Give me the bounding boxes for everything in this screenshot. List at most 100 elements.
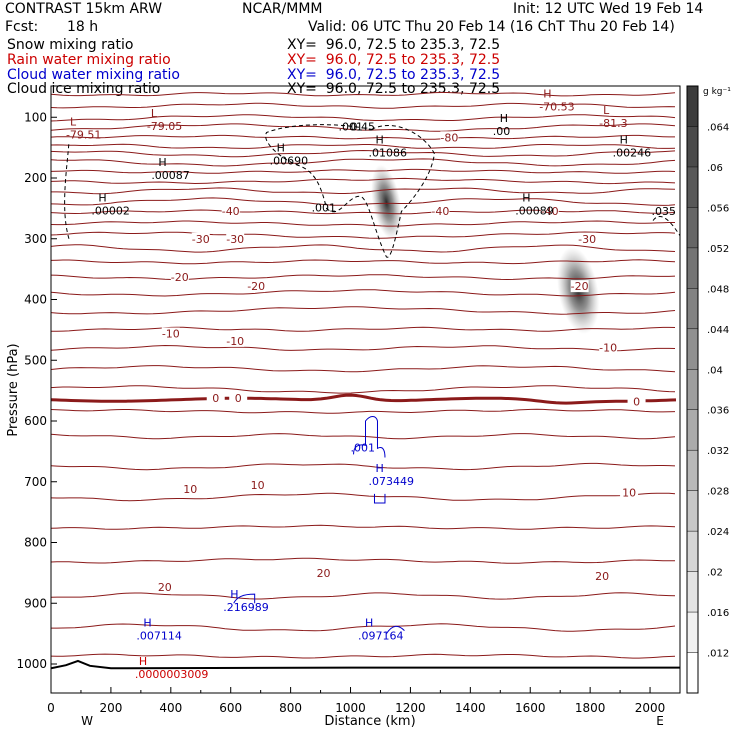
fcst-label: Fcst: <box>5 19 39 35</box>
colorbar-level-label: .028 <box>707 487 729 498</box>
plot-frame <box>50 85 681 694</box>
temperature-contour <box>51 365 676 373</box>
colorbar-level-label: .056 <box>707 203 729 214</box>
colorbar-level-label: .012 <box>707 649 729 660</box>
cloud-water-contour <box>373 493 386 504</box>
colorbar-level-label: .04 <box>707 365 723 376</box>
colorbar-level-label: .016 <box>707 608 729 619</box>
cloud-water-extremum-marker: H <box>375 462 383 475</box>
init-time: Init: 12 UTC Wed 19 Feb 14 <box>513 1 704 17</box>
x-tick-label: 400 <box>159 701 182 715</box>
cloud-water-contour <box>353 415 386 458</box>
cloud-ice-extremum-value: .035 <box>652 205 677 218</box>
temperature-contour <box>51 623 676 632</box>
temperature-contour <box>51 187 676 195</box>
colorbar-level-label: .048 <box>707 284 729 295</box>
temperature-label-bg <box>599 341 618 354</box>
temperature-label-bg <box>578 232 597 245</box>
temperature-label: 10 <box>183 483 197 496</box>
temperature-label: -30 <box>226 233 244 246</box>
temperature-contour <box>51 259 676 265</box>
cloud-water-contour <box>233 593 256 604</box>
cloud-ice-extremum-marker: H <box>277 142 285 155</box>
temperature-label: 0 <box>235 392 242 405</box>
center-name: NCAR/MMM <box>242 1 323 17</box>
temperature-contour <box>51 306 676 315</box>
temperature-label-bg <box>440 131 459 144</box>
temperature-contour <box>51 177 676 185</box>
temperature-label: 10 <box>251 479 265 492</box>
cloud-ice-extremum-value: .001 <box>339 121 364 134</box>
temperature-extremum-marker: L <box>603 104 610 117</box>
colorbar-swatch <box>687 450 698 491</box>
temperature-label: 20 <box>317 567 331 580</box>
temperature-extremum-value: -79.05 <box>147 120 182 133</box>
field-rain-xy: XY= 96.0, 72.5 to 235.3, 72.5 <box>287 52 501 68</box>
temperature-label: -30 <box>578 233 596 246</box>
temperature-contour <box>51 168 676 174</box>
cloud-water-extremum-marker: H <box>230 588 238 601</box>
colorbar-level-label: .052 <box>707 244 729 255</box>
colorbar-level-label: .064 <box>707 122 729 133</box>
temperature-extremum-marker: L <box>151 107 158 120</box>
fcst-value: 18 h <box>67 19 99 35</box>
temperature-contour <box>51 123 676 132</box>
temperature-label-bg <box>431 204 450 217</box>
x-tick-label: 200 <box>99 701 122 715</box>
temperature-label-bg <box>181 483 200 496</box>
cloud-ice-extremum-value: .00690 <box>270 155 309 168</box>
colorbar-level-label: .036 <box>707 406 729 417</box>
temperature-contour <box>51 197 676 206</box>
temperature-label: -20 <box>171 271 189 284</box>
rain-extremum-value: .0000003009 <box>135 668 208 681</box>
y-axis-label: Pressure (hPa) <box>6 343 21 436</box>
cloud-water-extremum-value: .001 <box>351 441 376 454</box>
cloud-ice-extremum-marker: H <box>158 156 166 169</box>
temperature-label-bg <box>247 280 266 293</box>
temperature-label: -10 <box>162 328 180 341</box>
temperature-contour <box>51 492 676 502</box>
temperature-contour <box>51 143 676 149</box>
cloud-ice-extremum-marker: H <box>98 191 106 204</box>
y-tick-label: 300 <box>24 232 47 246</box>
temperature-extremum-value: -70.53 <box>539 101 574 114</box>
temperature-contour <box>51 653 676 659</box>
rain-extremum-marker: H <box>139 655 147 668</box>
cloud-ice-extremum-value: .00 <box>493 125 511 138</box>
temperature-contour <box>51 149 676 158</box>
temperature-contour <box>51 274 676 281</box>
temperature-label: 20 <box>595 570 609 583</box>
field-snow-name: Snow mixing ratio <box>7 37 134 53</box>
temperature-label: 20 <box>158 581 172 594</box>
temperature-label-bg <box>593 569 612 582</box>
y-tick-label: 900 <box>24 596 47 610</box>
cloud-water-extremum-value: .097164 <box>358 630 404 643</box>
x-tick-label: 0 <box>47 701 55 715</box>
temperature-extremum-value: -81.3 <box>599 117 627 130</box>
temperature-label: -40 <box>222 205 240 218</box>
y-tick-label: 500 <box>24 353 47 367</box>
temperature-contour <box>51 524 676 530</box>
colorbar-unit: g kg⁻¹ <box>703 87 731 97</box>
y-tick-label: 600 <box>24 414 47 428</box>
cloud-ice-extremum-marker: H <box>500 112 508 125</box>
colorbar-swatch <box>687 86 698 127</box>
x-tick-label: 600 <box>219 701 242 715</box>
temperature-label-bg <box>226 232 245 245</box>
x-axis-label: Distance (km) <box>324 714 415 729</box>
temperature-label: -10 <box>599 341 617 354</box>
temperature-label-bg <box>314 566 333 579</box>
temperature-label: 10 <box>622 487 636 500</box>
colorbar-level-label: .06 <box>707 163 723 174</box>
temperature-contour <box>51 158 676 167</box>
x-tick-label: 2000 <box>635 701 666 715</box>
x-tick-label: 1400 <box>455 701 486 715</box>
temperature-label: -40 <box>541 205 559 218</box>
temperature-contour <box>51 326 676 332</box>
temperature-label-bg <box>226 334 245 347</box>
temperature-contour <box>51 462 676 471</box>
cloud-water-extremum-marker: H <box>143 617 151 630</box>
cloud-ice-extremum-value: .00089 <box>515 204 554 217</box>
y-tick-label: 1000 <box>16 657 47 671</box>
colorbar-swatch <box>687 652 698 693</box>
